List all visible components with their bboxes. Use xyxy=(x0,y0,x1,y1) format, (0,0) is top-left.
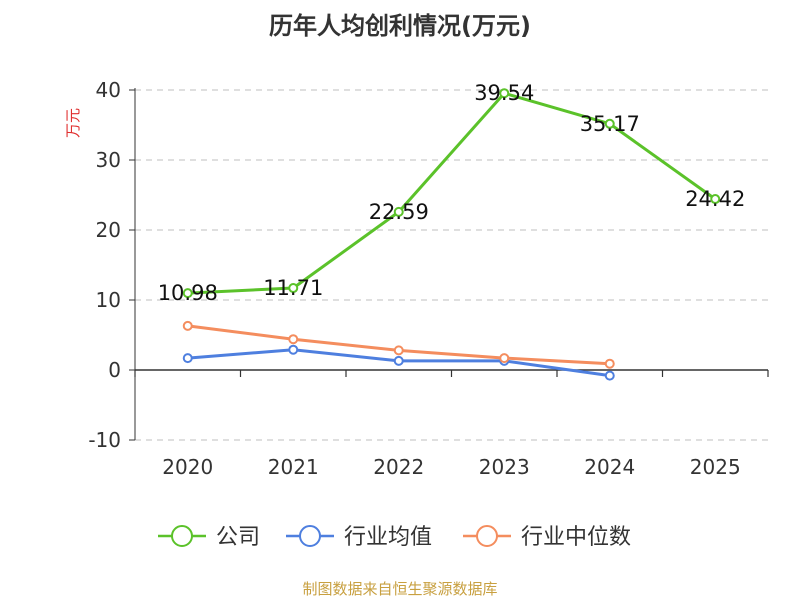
legend-label: 公司 xyxy=(216,525,260,550)
data-point xyxy=(499,353,510,364)
x-tick-label: 2023 xyxy=(479,455,530,479)
data-labels: 10.98 11.71 22.59 39.54 35.17 24.42 xyxy=(158,81,746,305)
data-point xyxy=(499,88,510,99)
chart-title: 历年人均创利情况(万元) xyxy=(269,12,531,40)
data-point xyxy=(393,355,404,366)
x-tick-label: 2024 xyxy=(584,455,635,479)
data-point xyxy=(604,118,615,129)
y-tick-label: 0 xyxy=(108,358,121,382)
y-tick-label: 10 xyxy=(96,288,121,312)
data-point xyxy=(604,370,615,381)
data-label: 24.42 xyxy=(685,187,745,211)
data-point xyxy=(182,288,193,299)
data-label: 22.59 xyxy=(369,200,429,224)
data-point xyxy=(182,353,193,364)
series-lines xyxy=(182,88,721,381)
legend-marker xyxy=(171,525,193,547)
data-point xyxy=(393,345,404,356)
source-note: 制图数据来自恒生聚源数据库 xyxy=(302,580,498,598)
data-point xyxy=(288,334,299,345)
data-point xyxy=(604,358,615,369)
legend-marker xyxy=(299,525,321,547)
data-label: 11.71 xyxy=(263,276,323,300)
y-axis-title: 万元 xyxy=(64,108,82,138)
y-tick-label: 30 xyxy=(96,148,121,172)
data-point xyxy=(182,320,193,331)
data-label: 35.17 xyxy=(580,112,640,136)
x-axis: 2020 2021 2022 2023 2024 2025 xyxy=(134,369,769,479)
legend: 公司 行业均值 行业中位数 xyxy=(158,525,631,550)
legend-marker xyxy=(476,525,498,547)
legend-label: 行业中位数 xyxy=(521,525,631,550)
data-point xyxy=(288,283,299,294)
data-point xyxy=(288,344,299,355)
x-tick-label: 2022 xyxy=(373,455,424,479)
data-point xyxy=(710,194,721,205)
data-point xyxy=(393,206,404,217)
y-tick-label: 40 xyxy=(96,78,121,102)
legend-label: 行业均值 xyxy=(344,525,432,550)
data-label: 39.54 xyxy=(474,81,534,105)
y-tick-label: 20 xyxy=(96,218,121,242)
y-tick-label: -10 xyxy=(88,428,121,452)
x-tick-label: 2020 xyxy=(162,455,213,479)
series-line-0 xyxy=(187,91,717,295)
data-label: 10.98 xyxy=(158,281,218,305)
y-axis: 40 30 20 10 0 -10 万元 xyxy=(64,78,136,452)
x-tick-label: 2021 xyxy=(268,455,319,479)
x-tick-label: 2025 xyxy=(690,455,741,479)
gridlines xyxy=(135,89,768,441)
